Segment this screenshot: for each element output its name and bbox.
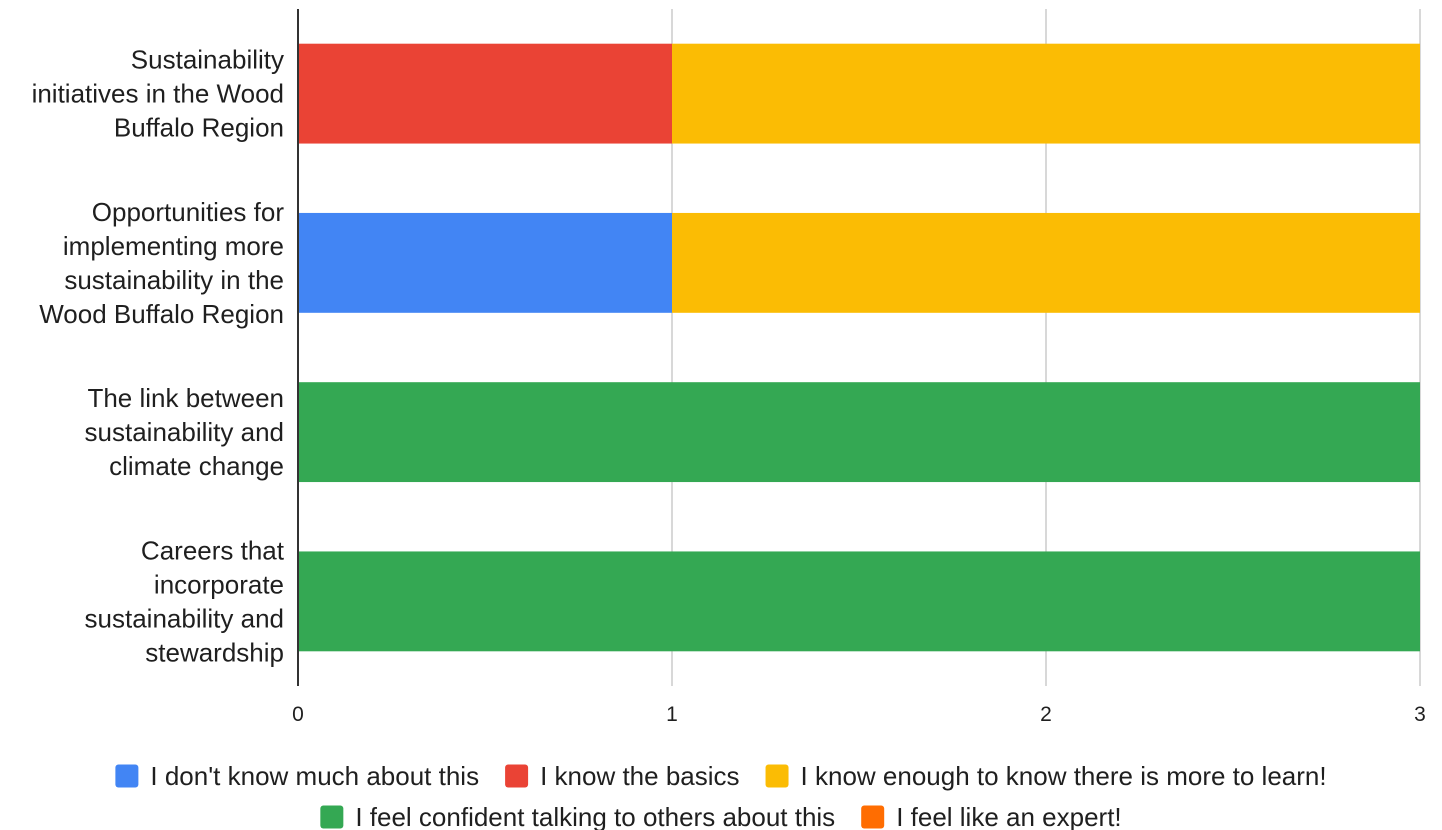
legend-item-1[interactable]: I know the basics	[505, 761, 740, 791]
category-label-0: Sustainability initiatives in the Wood Buf…	[32, 45, 284, 143]
legend-item-2[interactable]: I know enough to know there is more to l…	[765, 761, 1327, 791]
x-tick-label: 3	[1414, 703, 1426, 726]
category-label-1: Opportunities for implementing more sustai…	[39, 197, 284, 329]
legend-item-3[interactable]: I feel confident talking to others about…	[320, 802, 835, 830]
bars	[298, 43, 1420, 652]
category-label-line: sustainability and	[85, 417, 284, 447]
bar-cat1-series0	[298, 212, 672, 313]
bar-cat2-series3	[298, 382, 1420, 483]
category-label-line: sustainability and	[85, 603, 284, 633]
category-label-3: Careers that incorporate sustainability an…	[85, 535, 285, 667]
legend-item-4[interactable]: I feel like an expert!	[861, 802, 1122, 830]
category-label-line: climate change	[109, 451, 284, 481]
category-label-line: Opportunities for	[92, 197, 285, 227]
legend-swatch	[765, 764, 789, 788]
category-label-line: stewardship	[145, 637, 284, 667]
legend-swatch	[320, 805, 344, 829]
legend-swatch	[505, 764, 529, 788]
legend-label: I know enough to know there is more to l…	[801, 761, 1327, 791]
category-label-line: The link between	[87, 383, 284, 413]
category-label-line: implementing more	[63, 231, 284, 261]
category-label-line: Sustainability	[131, 45, 284, 75]
legend-label: I don't know much about this	[150, 761, 479, 791]
bar-cat0-series1	[298, 43, 672, 144]
legend-label: I feel confident talking to others about…	[355, 802, 835, 830]
category-labels: Sustainability initiatives in the Wood Buf…	[32, 45, 285, 668]
category-label-line: Buffalo Region	[114, 113, 284, 143]
bar-cat0-series2	[672, 43, 1420, 144]
legend-swatch	[861, 805, 885, 829]
legend-swatch	[115, 764, 139, 788]
bar-cat1-series2	[672, 212, 1420, 313]
x-tick-label: 1	[666, 703, 678, 726]
legend-item-0[interactable]: I don't know much about this	[115, 761, 479, 791]
bar-cat3-series3	[298, 551, 1420, 652]
category-label-line: Wood Buffalo Region	[39, 299, 284, 329]
legend-label: I feel like an expert!	[896, 802, 1121, 830]
category-label-2: The link between sustainability and climat…	[85, 383, 284, 481]
x-tick-label: 2	[1040, 703, 1052, 726]
category-label-line: initiatives in the Wood	[32, 79, 284, 109]
category-label-line: sustainability in the	[64, 265, 284, 295]
x-tick-label: 0	[292, 703, 304, 726]
category-label-line: Careers that	[141, 535, 285, 565]
legend: I don't know much about this I know the b…	[115, 761, 1327, 830]
category-label-line: incorporate	[154, 569, 284, 599]
x-tick-labels: 0 1 2 3	[292, 703, 1426, 726]
legend-label: I know the basics	[540, 761, 739, 791]
